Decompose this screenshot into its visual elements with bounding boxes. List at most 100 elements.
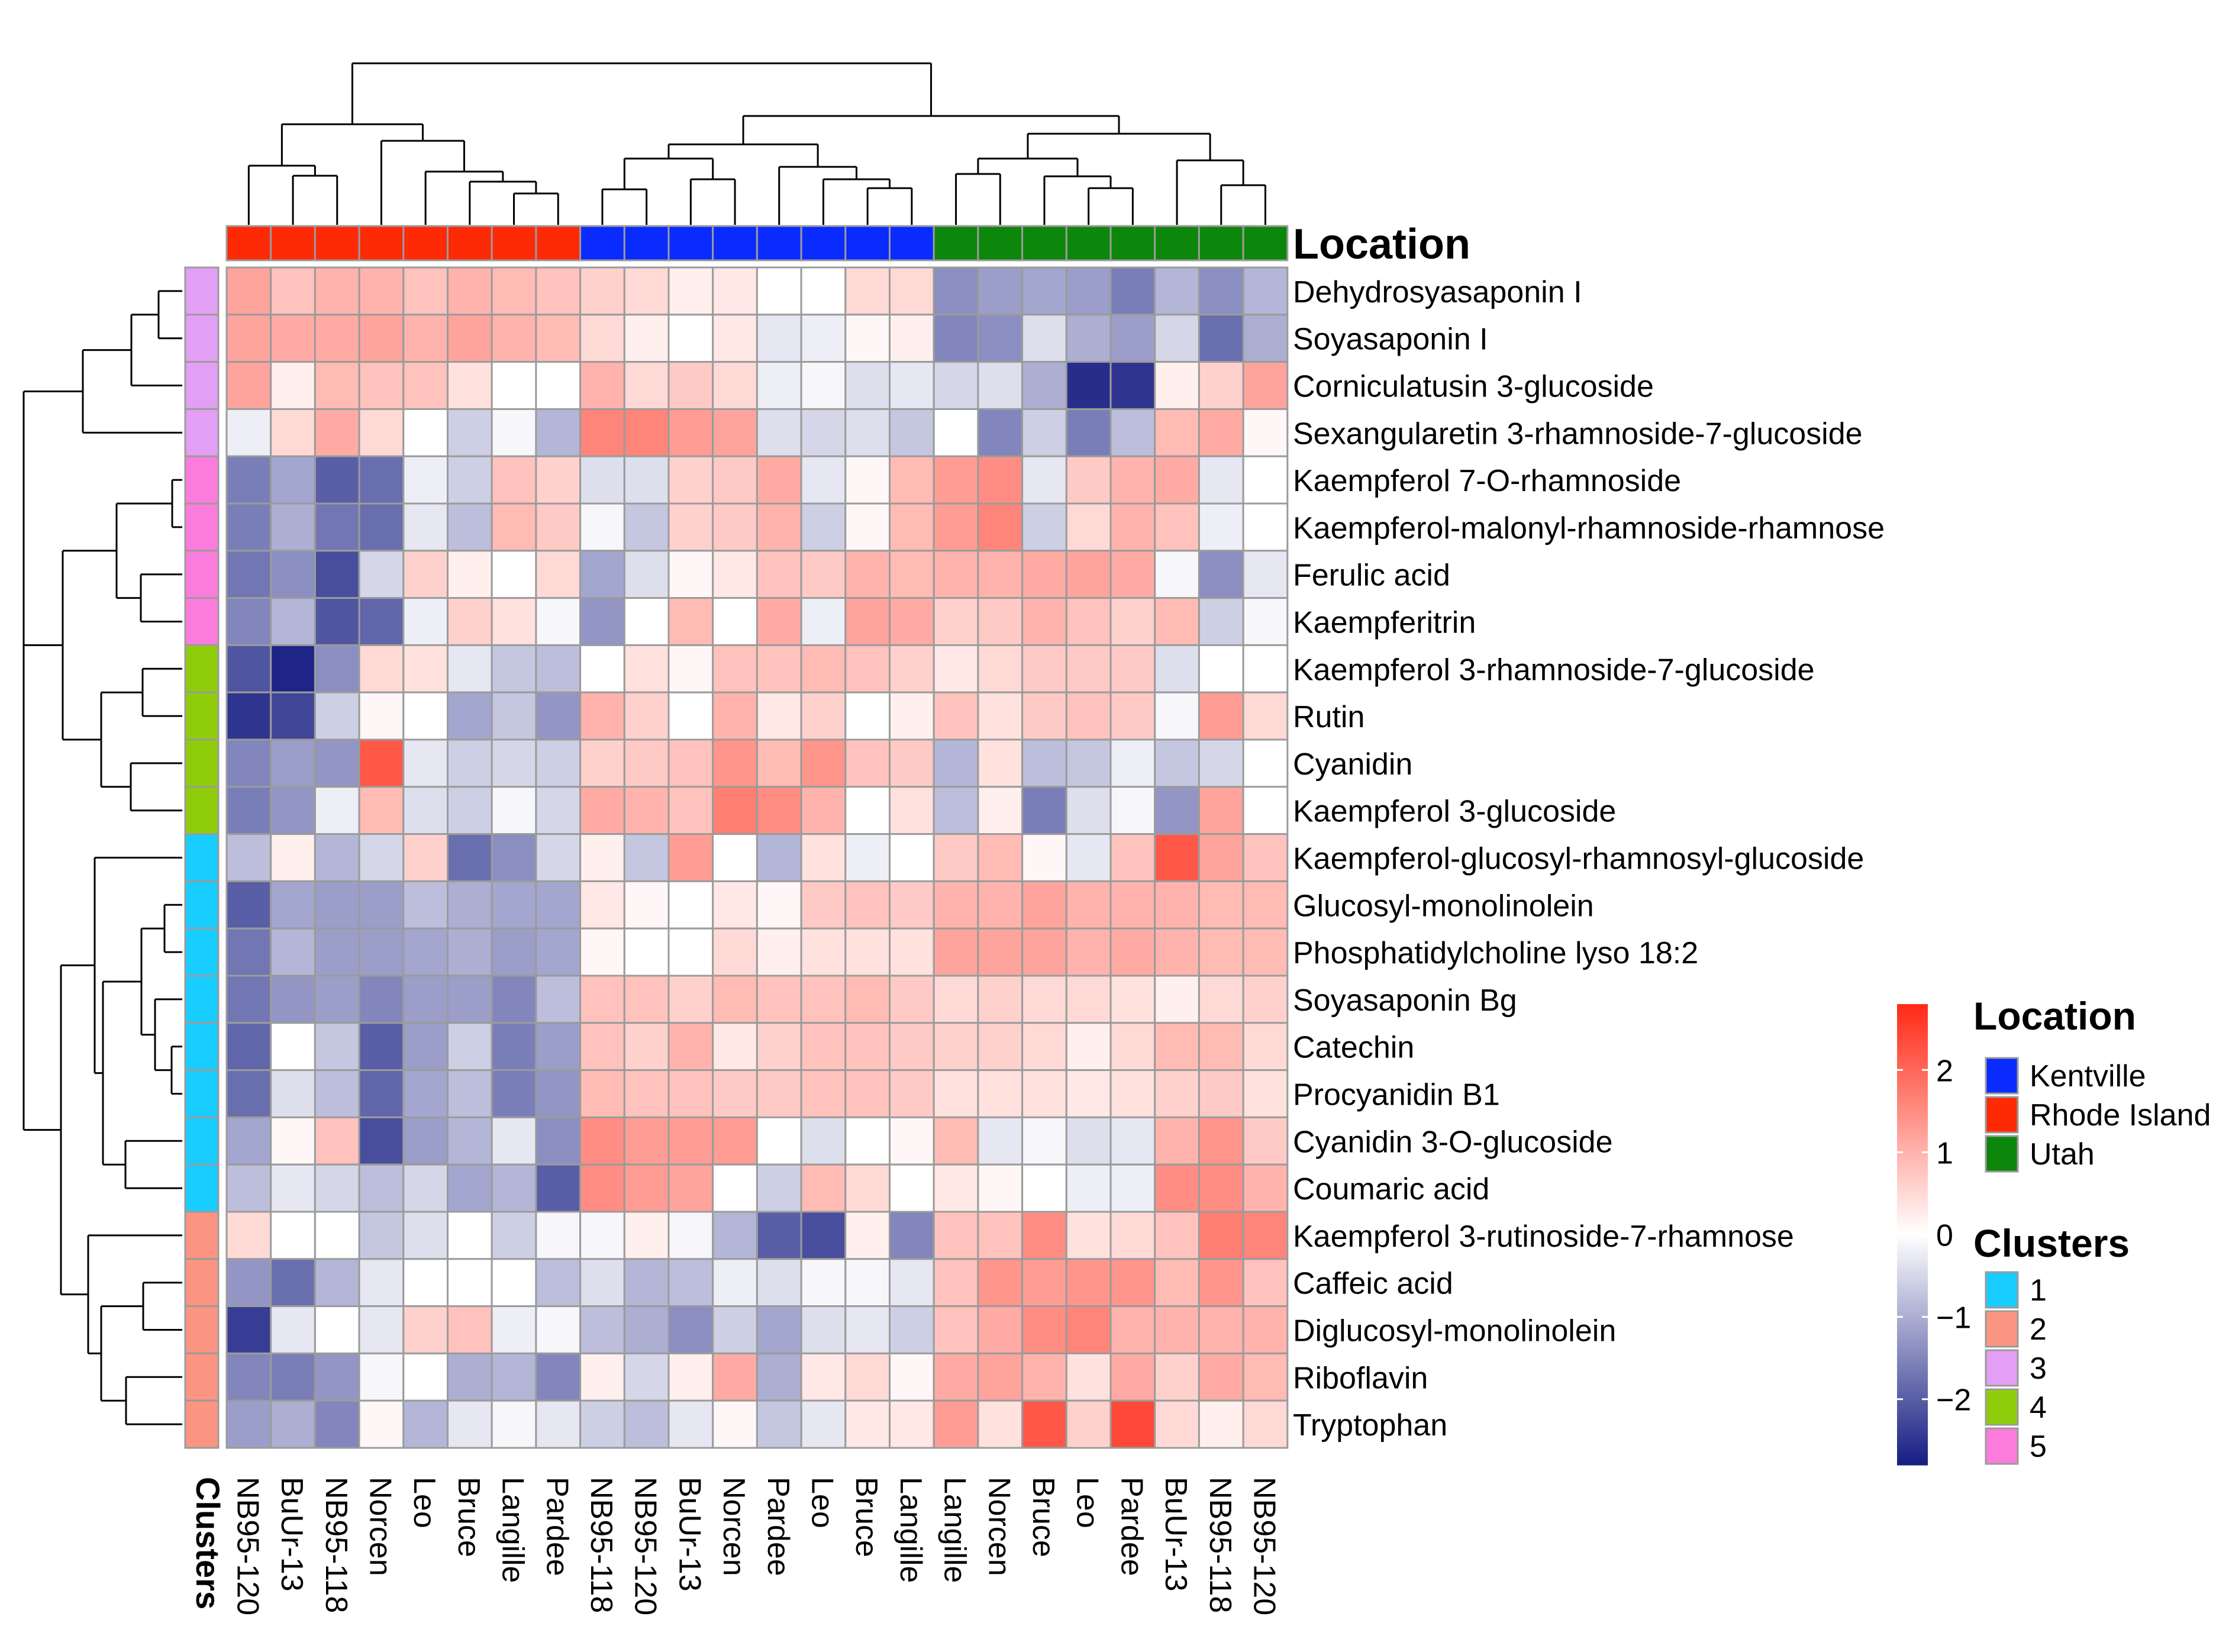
heatmap-cell xyxy=(623,408,670,457)
heatmap-cell xyxy=(1154,927,1200,977)
heatmap-cell xyxy=(844,1258,891,1308)
heatmap-cell xyxy=(712,455,758,505)
heatmap-cell xyxy=(535,408,582,457)
heatmap-cell xyxy=(1109,314,1156,363)
location-bar-cell xyxy=(1154,225,1200,262)
heatmap-cell xyxy=(1242,550,1289,599)
heatmap-cell xyxy=(314,1258,360,1308)
heatmap-cell xyxy=(889,1022,935,1072)
heatmap-cell xyxy=(756,1022,802,1072)
color-scale-segment xyxy=(1897,1142,1928,1147)
heatmap-cell xyxy=(889,408,935,457)
location-bar-cell xyxy=(712,225,758,262)
heatmap-cell xyxy=(667,880,714,930)
heatmap-cell xyxy=(977,314,1024,363)
heatmap-cell xyxy=(491,1211,537,1260)
color-scale-segment xyxy=(1897,1211,1928,1216)
heatmap-cell xyxy=(270,1352,316,1402)
heatmap-cell xyxy=(579,1399,625,1449)
heatmap-cell xyxy=(889,455,935,505)
heatmap-cell xyxy=(623,361,670,410)
color-scale-segment xyxy=(1897,1438,1928,1443)
heatmap-cell xyxy=(402,738,449,788)
cluster-bar-cell xyxy=(184,1163,220,1213)
color-scale-segment xyxy=(1897,1296,1928,1301)
color-scale-segment xyxy=(1897,1288,1928,1293)
heatmap-cell xyxy=(535,266,582,316)
heatmap-cell xyxy=(579,1305,625,1354)
heatmap-cell xyxy=(225,738,272,788)
location-bar-cell xyxy=(1198,225,1244,262)
heatmap-cell xyxy=(933,455,979,505)
heatmap-cell xyxy=(535,502,582,552)
heatmap-cell xyxy=(889,597,935,646)
color-scale-segment xyxy=(1897,1322,1928,1327)
color-scale-segment xyxy=(1897,1046,1928,1051)
heatmap-cell xyxy=(1198,1163,1244,1213)
color-scale-segment xyxy=(1897,1353,1928,1358)
heatmap-cell xyxy=(1109,1211,1156,1260)
heatmap-cell xyxy=(977,833,1024,882)
heatmap-cell xyxy=(1154,597,1200,646)
heatmap-cell xyxy=(889,314,935,363)
heatmap-cell xyxy=(1065,1069,1112,1118)
heatmap-cell xyxy=(579,644,625,693)
heatmap-cell xyxy=(844,1352,891,1402)
heatmap-cell xyxy=(225,1399,272,1449)
location-bar-cell xyxy=(623,225,670,262)
heatmap-cell xyxy=(491,738,537,788)
heatmap-cell xyxy=(225,691,272,741)
heatmap-cell xyxy=(977,975,1024,1024)
heatmap-cell xyxy=(844,691,891,741)
color-scale-segment xyxy=(1897,1080,1928,1085)
heatmap-cell xyxy=(225,1163,272,1213)
heatmap-cell xyxy=(889,1399,935,1449)
heatmap-cell xyxy=(270,880,316,930)
heatmap-cell xyxy=(535,880,582,930)
heatmap-cell xyxy=(667,361,714,410)
heatmap-cell xyxy=(1198,502,1244,552)
heatmap-cell xyxy=(756,975,802,1024)
heatmap-cell xyxy=(844,314,891,363)
heatmap-cell xyxy=(358,1352,405,1402)
row-label: Catechin xyxy=(1293,1031,1414,1065)
heatmap-cell xyxy=(756,1305,802,1354)
cluster-bar-cell xyxy=(184,833,220,882)
heatmap-cell xyxy=(1198,1352,1244,1402)
color-scale-tick-label: −2 xyxy=(1936,1383,1971,1418)
heatmap-cell xyxy=(712,408,758,457)
heatmap-cell xyxy=(800,266,847,316)
location-bar-cell xyxy=(225,225,272,262)
heatmap-cell xyxy=(1154,1116,1200,1166)
heatmap-cell xyxy=(314,314,360,363)
heatmap-cell xyxy=(1065,502,1112,552)
heatmap-cell xyxy=(712,550,758,599)
heatmap-cell xyxy=(1021,1163,1067,1213)
heatmap-cell xyxy=(535,361,582,410)
color-scale-segment xyxy=(1897,1265,1928,1270)
heatmap-cell xyxy=(1109,1022,1156,1072)
row-label: Glucosyl-monolinolein xyxy=(1293,889,1594,923)
heatmap-cell xyxy=(1154,738,1200,788)
location-annotation-label: Location xyxy=(1293,221,1470,268)
heatmap-cell xyxy=(402,1069,449,1118)
color-scale-segment xyxy=(1897,1011,1928,1017)
legend-location-items: Kentville Rhode Island Utah xyxy=(1985,1057,2211,1173)
heatmap-cell xyxy=(1198,266,1244,316)
heatmap-cell xyxy=(1154,1069,1200,1118)
column-label: Bruce xyxy=(451,1477,486,1557)
heatmap-cell xyxy=(358,1163,405,1213)
location-bar-cell xyxy=(314,225,360,262)
heatmap-cell xyxy=(667,408,714,457)
heatmap-cell xyxy=(535,1211,582,1260)
heatmap-cell xyxy=(1065,644,1112,693)
color-scale-segment xyxy=(1897,1065,1928,1070)
heatmap-cell xyxy=(358,833,405,882)
heatmap-cell xyxy=(1065,1258,1112,1308)
heatmap-cell xyxy=(1109,738,1156,788)
heatmap-cell xyxy=(977,1352,1024,1402)
heatmap-cell xyxy=(579,1258,625,1308)
color-scale-segment xyxy=(1897,1411,1928,1416)
heatmap-cell xyxy=(1198,786,1244,835)
heatmap-cell xyxy=(667,786,714,835)
